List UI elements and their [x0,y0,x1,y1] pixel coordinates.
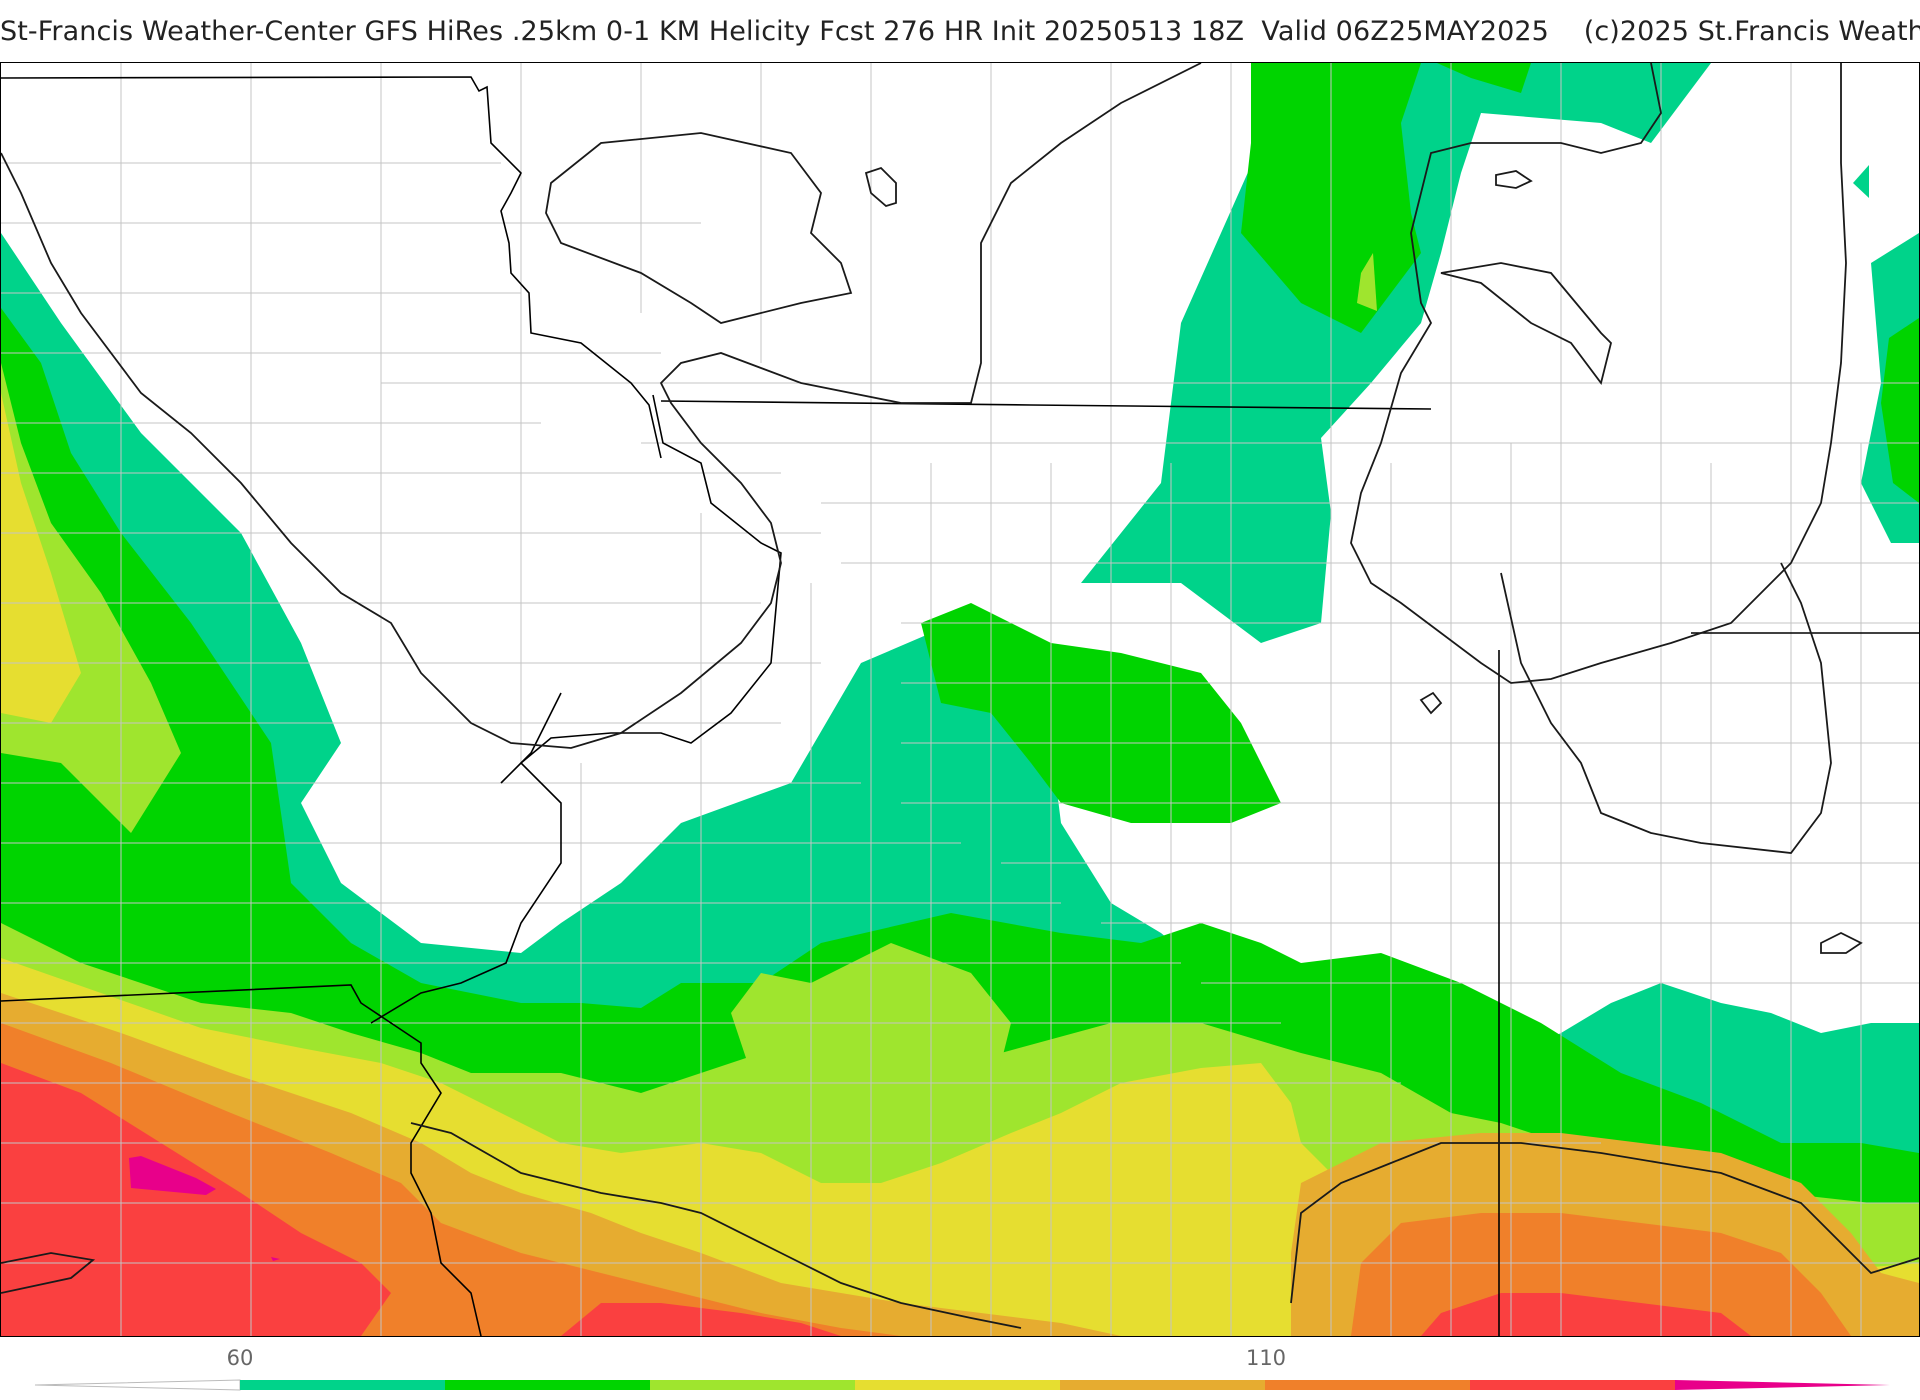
colorbar-segment-6 [1265,1380,1471,1390]
colorbar-tick-110: 110 [1245,1346,1287,1370]
colorbar: 60 110 [0,1336,1920,1400]
colorbar-under-triangle [34,1379,241,1391]
title-bar: St-Francis Weather-Center GFS HiRes .25k… [0,0,1920,62]
helicity-band-8 [129,1156,280,1261]
colorbar-strip [34,1379,1890,1391]
colorbar-segment-7 [1470,1380,1676,1390]
colorbar-segment-3 [650,1380,856,1390]
helicity-map [1,63,1919,1336]
map-frame [0,62,1920,1337]
colorbar-segment-2 [445,1380,651,1390]
contour-lines [1,63,1919,1329]
colorbar-over-triangle [1675,1380,1890,1390]
colorbar-segment-1 [240,1380,446,1390]
county-lines [1,63,1919,1336]
colorbar-segment-4 [855,1380,1061,1390]
colorbar-tick-60: 60 [226,1346,254,1370]
colorbar-segment-5 [1060,1380,1266,1390]
page-title: St-Francis Weather-Center GFS HiRes .25k… [0,16,1920,47]
state-borders [1,76,1919,1336]
